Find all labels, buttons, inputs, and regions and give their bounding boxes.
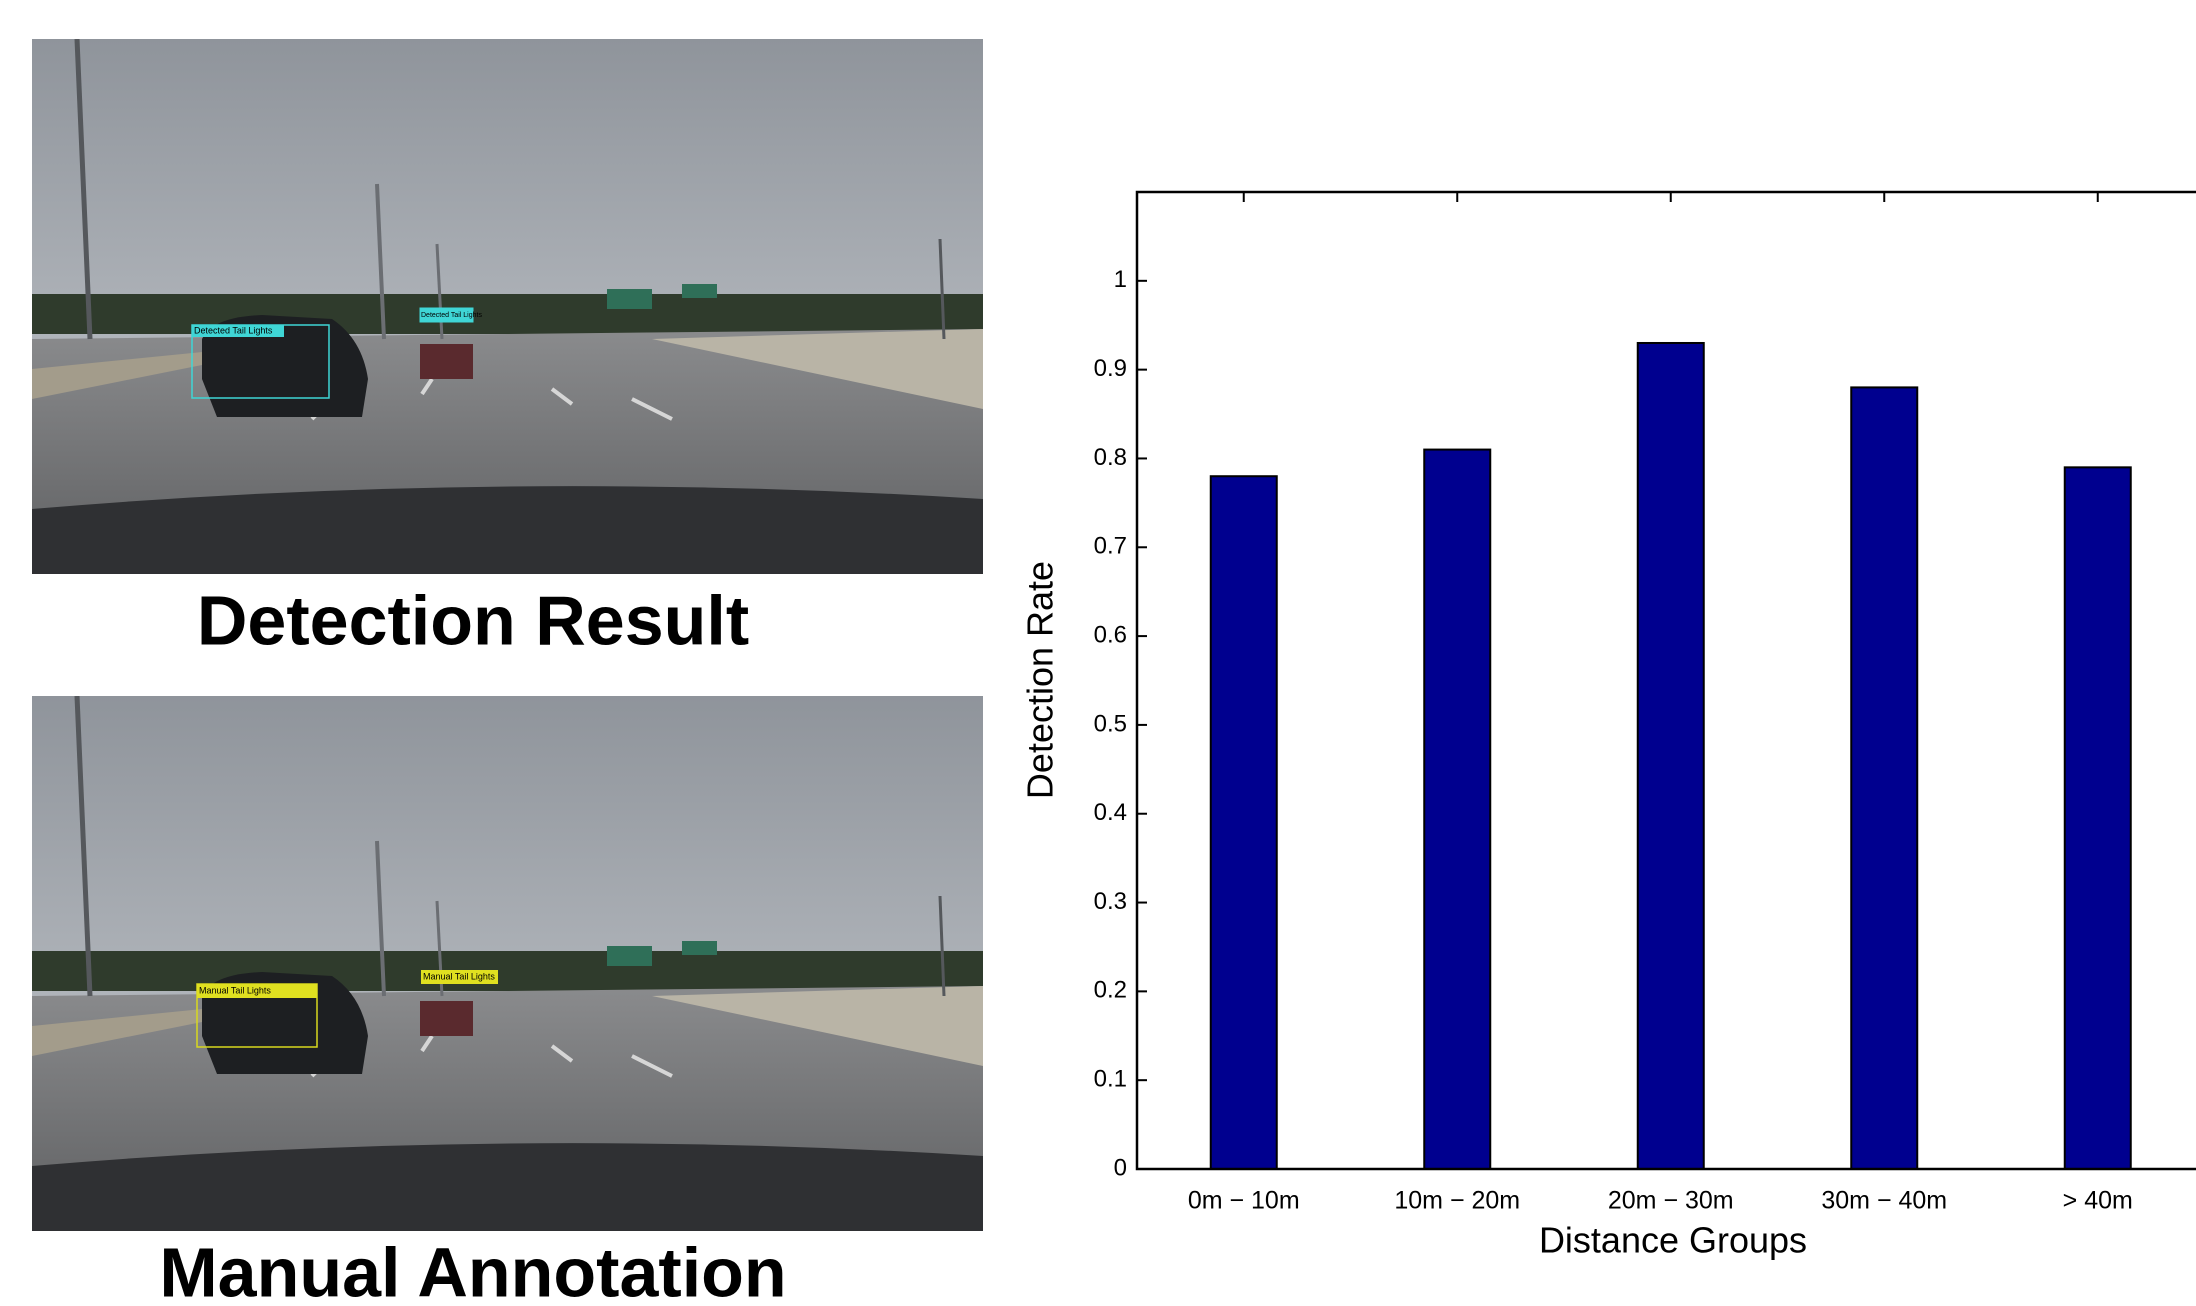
- bar: [1211, 476, 1277, 1169]
- y-tick-label: 0.8: [1094, 444, 1127, 471]
- y-tick-label: 0.3: [1094, 888, 1127, 915]
- y-tick-label: 0.7: [1094, 533, 1127, 560]
- road-image: [32, 39, 983, 574]
- x-tick-label: > 40m: [2063, 1187, 2133, 1215]
- x-tick-label: 30m − 40m: [1821, 1187, 1947, 1215]
- x-tick-label: 0m − 10m: [1188, 1187, 1300, 1215]
- screenshot: Detected Tail Lights Detected Tail Light…: [0, 0, 2196, 1306]
- x-tick-label: 20m − 30m: [1608, 1187, 1734, 1215]
- y-tick-label: 0: [1114, 1154, 1127, 1181]
- y-axis-label: Detection Rate: [1020, 561, 1061, 799]
- detection-photo: Detected Tail Lights Detected Tail Light…: [32, 39, 983, 574]
- x-axis-label: Distance Groups: [1539, 1220, 1807, 1261]
- box-label: Manual Tail Lights: [423, 971, 495, 981]
- annotation-photo: Manual Tail Lights Manual Tail Lights: [32, 696, 983, 1231]
- y-tick-label: 0.1: [1094, 1066, 1127, 1093]
- page: {"images": [ {"caption": "Detection Resu…: [0, 0, 2196, 1306]
- y-tick-label: 0.9: [1094, 355, 1127, 382]
- bar: [1851, 387, 1917, 1169]
- x-tick-label: 10m − 20m: [1394, 1187, 1520, 1215]
- y-tick-label: 0.6: [1094, 621, 1127, 648]
- box-label: Detected Tail Lights: [421, 312, 482, 319]
- y-tick-label: 0.5: [1094, 710, 1127, 737]
- bar: [2065, 467, 2131, 1169]
- box-label: Manual Tail Lights: [199, 985, 271, 995]
- bar-chart: Distance Groups Detection Rate 0 0.1 0.2 0.…: [1020, 192, 2196, 1261]
- y-tick-label: 0.4: [1094, 799, 1127, 826]
- y-tick-label: 0.2: [1094, 977, 1127, 1004]
- bar: [1424, 450, 1490, 1169]
- caption: Detection Result: [197, 581, 749, 659]
- bar: [1638, 343, 1704, 1169]
- caption: Manual Annotation: [159, 1233, 786, 1306]
- y-tick-label: 1: [1114, 266, 1127, 293]
- road-image: [32, 696, 983, 1231]
- box-label: Detected Tail Lights: [194, 325, 273, 335]
